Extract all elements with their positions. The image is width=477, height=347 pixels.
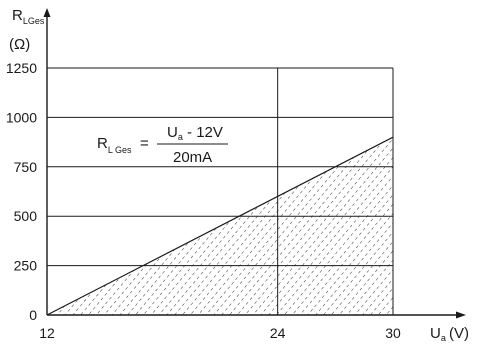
- grid: [47, 67, 394, 315]
- x-axis-title: Ua: [430, 325, 446, 342]
- formula-lhs-main: R: [97, 135, 108, 152]
- data-area: [46, 136, 394, 316]
- x-tick-label: 24: [270, 325, 286, 341]
- y-tick-label: 0: [29, 307, 37, 323]
- formula-equals: =: [140, 135, 149, 152]
- series-line: [46, 136, 394, 316]
- formula-annotation: RL Ges = Ua - 12V 20mA: [97, 124, 228, 166]
- formula-num-main: U: [167, 124, 178, 141]
- x-tick-label: 30: [385, 325, 401, 341]
- x-tick-label: 12: [39, 325, 55, 341]
- y-axis-arrow: [43, 8, 51, 17]
- x-axis-title-sub: a: [441, 333, 446, 342]
- x-axis-title-main: U: [430, 325, 441, 342]
- y-axis-title: RLGes: [12, 7, 45, 26]
- formula-num-rest: - 12V: [183, 124, 223, 141]
- formula-numerator: Ua - 12V: [167, 124, 223, 142]
- formula-denominator: 20mA: [173, 149, 212, 166]
- y-tick-label: 1250: [6, 60, 37, 76]
- y-tick-label: 250: [14, 258, 38, 274]
- formula-num-sub: a: [178, 132, 183, 142]
- x-axis-arrow: [456, 311, 466, 319]
- formula-lhs: RL Ges: [97, 135, 132, 155]
- formula-lhs-sub: L Ges: [108, 145, 132, 155]
- y-axis-title-main: R: [12, 7, 23, 24]
- y-axis-unit: (Ω): [9, 36, 30, 53]
- x-axis-unit: (V): [449, 325, 469, 342]
- y-axis-title-sub: LGes: [23, 16, 45, 26]
- y-tick-label: 500: [14, 208, 38, 224]
- axes: [43, 8, 466, 319]
- tick-labels: 0 250 500 750 1000 1250 12 24 30: [6, 60, 401, 341]
- y-tick-label: 750: [14, 159, 38, 175]
- y-tick-label: 1000: [6, 109, 37, 125]
